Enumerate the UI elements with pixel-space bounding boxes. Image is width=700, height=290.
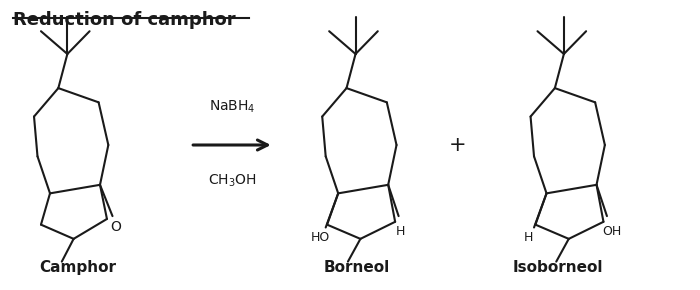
- Text: +: +: [449, 135, 466, 155]
- Text: Isoborneol: Isoborneol: [513, 260, 603, 276]
- Text: OH: OH: [602, 225, 622, 238]
- Text: HO: HO: [311, 231, 330, 244]
- Text: Borneol: Borneol: [324, 260, 390, 276]
- Text: H: H: [396, 225, 405, 238]
- Text: O: O: [110, 220, 120, 235]
- Text: CH$_3$OH: CH$_3$OH: [207, 172, 256, 189]
- Text: H: H: [524, 231, 533, 244]
- Text: NaBH$_4$: NaBH$_4$: [209, 98, 256, 115]
- Text: Reduction of camphor: Reduction of camphor: [13, 11, 236, 29]
- Text: Camphor: Camphor: [39, 260, 116, 276]
